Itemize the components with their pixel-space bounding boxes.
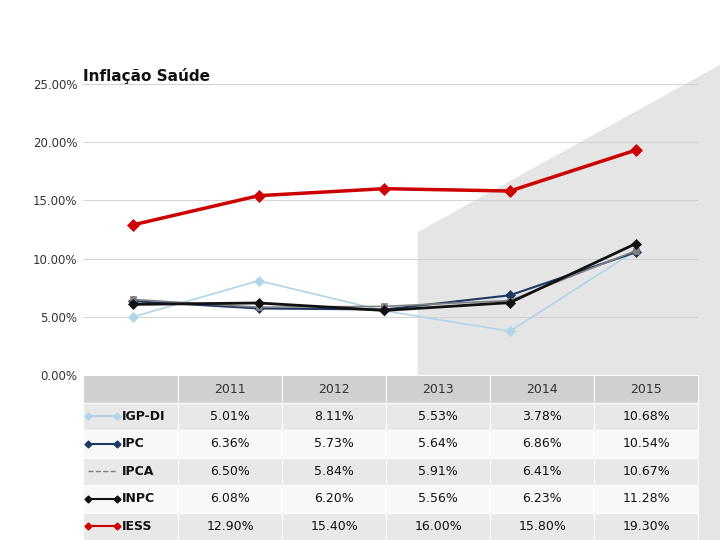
Text: 10.67%: 10.67%: [623, 465, 670, 478]
FancyBboxPatch shape: [387, 512, 490, 540]
Text: 6.86%: 6.86%: [523, 437, 562, 450]
FancyBboxPatch shape: [282, 403, 387, 430]
Text: 3.78%: 3.78%: [523, 410, 562, 423]
FancyBboxPatch shape: [595, 458, 698, 485]
Text: 6.08%: 6.08%: [210, 492, 250, 505]
Text: 2011: 2011: [215, 382, 246, 395]
Text: Inflação Saúde: Inflação Saúde: [83, 68, 210, 84]
FancyBboxPatch shape: [490, 430, 595, 457]
FancyBboxPatch shape: [490, 375, 595, 403]
FancyBboxPatch shape: [179, 458, 282, 485]
FancyBboxPatch shape: [595, 375, 698, 403]
Text: 12.90%: 12.90%: [207, 520, 254, 533]
FancyBboxPatch shape: [179, 375, 282, 403]
FancyBboxPatch shape: [179, 430, 282, 457]
FancyBboxPatch shape: [595, 512, 698, 540]
FancyBboxPatch shape: [83, 512, 179, 540]
Text: 5.64%: 5.64%: [418, 437, 458, 450]
FancyBboxPatch shape: [387, 458, 490, 485]
Text: 6.20%: 6.20%: [315, 492, 354, 505]
FancyBboxPatch shape: [595, 403, 698, 430]
FancyBboxPatch shape: [179, 512, 282, 540]
Text: 6.50%: 6.50%: [210, 465, 250, 478]
FancyBboxPatch shape: [282, 485, 387, 512]
Text: IPC: IPC: [122, 437, 144, 450]
Text: 2013: 2013: [423, 382, 454, 395]
FancyBboxPatch shape: [595, 430, 698, 457]
Text: 2014: 2014: [526, 382, 558, 395]
FancyBboxPatch shape: [282, 375, 387, 403]
Text: 2015: 2015: [631, 382, 662, 395]
FancyBboxPatch shape: [387, 403, 490, 430]
Polygon shape: [396, 0, 518, 57]
Text: 11.28%: 11.28%: [623, 492, 670, 505]
Text: 15.80%: 15.80%: [518, 520, 567, 533]
FancyBboxPatch shape: [83, 458, 179, 485]
Polygon shape: [418, 65, 720, 540]
Text: 5.91%: 5.91%: [418, 465, 458, 478]
FancyBboxPatch shape: [282, 458, 387, 485]
FancyBboxPatch shape: [282, 430, 387, 457]
Text: 8.11%: 8.11%: [315, 410, 354, 423]
Text: IPCA: IPCA: [122, 465, 154, 478]
FancyBboxPatch shape: [83, 403, 179, 430]
Text: 15.40%: 15.40%: [310, 520, 358, 533]
FancyBboxPatch shape: [490, 458, 595, 485]
FancyBboxPatch shape: [387, 485, 490, 512]
Text: 6.23%: 6.23%: [523, 492, 562, 505]
Text: Comparativo do Mercado: Comparativo do Mercado: [469, 19, 704, 37]
FancyBboxPatch shape: [179, 403, 282, 430]
Text: INPC: INPC: [122, 492, 155, 505]
Text: 5.84%: 5.84%: [315, 465, 354, 478]
Text: 5.56%: 5.56%: [418, 492, 458, 505]
Text: IESS: IESS: [122, 520, 152, 533]
FancyBboxPatch shape: [490, 512, 595, 540]
Text: 6.36%: 6.36%: [210, 437, 250, 450]
FancyBboxPatch shape: [282, 512, 387, 540]
Polygon shape: [410, 0, 720, 57]
FancyBboxPatch shape: [83, 430, 179, 457]
FancyBboxPatch shape: [83, 375, 179, 403]
Text: 6.41%: 6.41%: [523, 465, 562, 478]
FancyBboxPatch shape: [490, 403, 595, 430]
FancyBboxPatch shape: [387, 375, 490, 403]
Text: 19.30%: 19.30%: [623, 520, 670, 533]
FancyBboxPatch shape: [490, 485, 595, 512]
Text: 5.01%: 5.01%: [210, 410, 250, 423]
Text: 10.68%: 10.68%: [623, 410, 670, 423]
FancyBboxPatch shape: [387, 430, 490, 457]
Text: IGP-DI: IGP-DI: [122, 410, 165, 423]
Text: 5.73%: 5.73%: [315, 437, 354, 450]
FancyBboxPatch shape: [595, 485, 698, 512]
Text: 16.00%: 16.00%: [415, 520, 462, 533]
FancyBboxPatch shape: [83, 485, 179, 512]
Text: 5.53%: 5.53%: [418, 410, 458, 423]
FancyBboxPatch shape: [179, 485, 282, 512]
Text: 2012: 2012: [318, 382, 350, 395]
Text: 10.54%: 10.54%: [623, 437, 670, 450]
